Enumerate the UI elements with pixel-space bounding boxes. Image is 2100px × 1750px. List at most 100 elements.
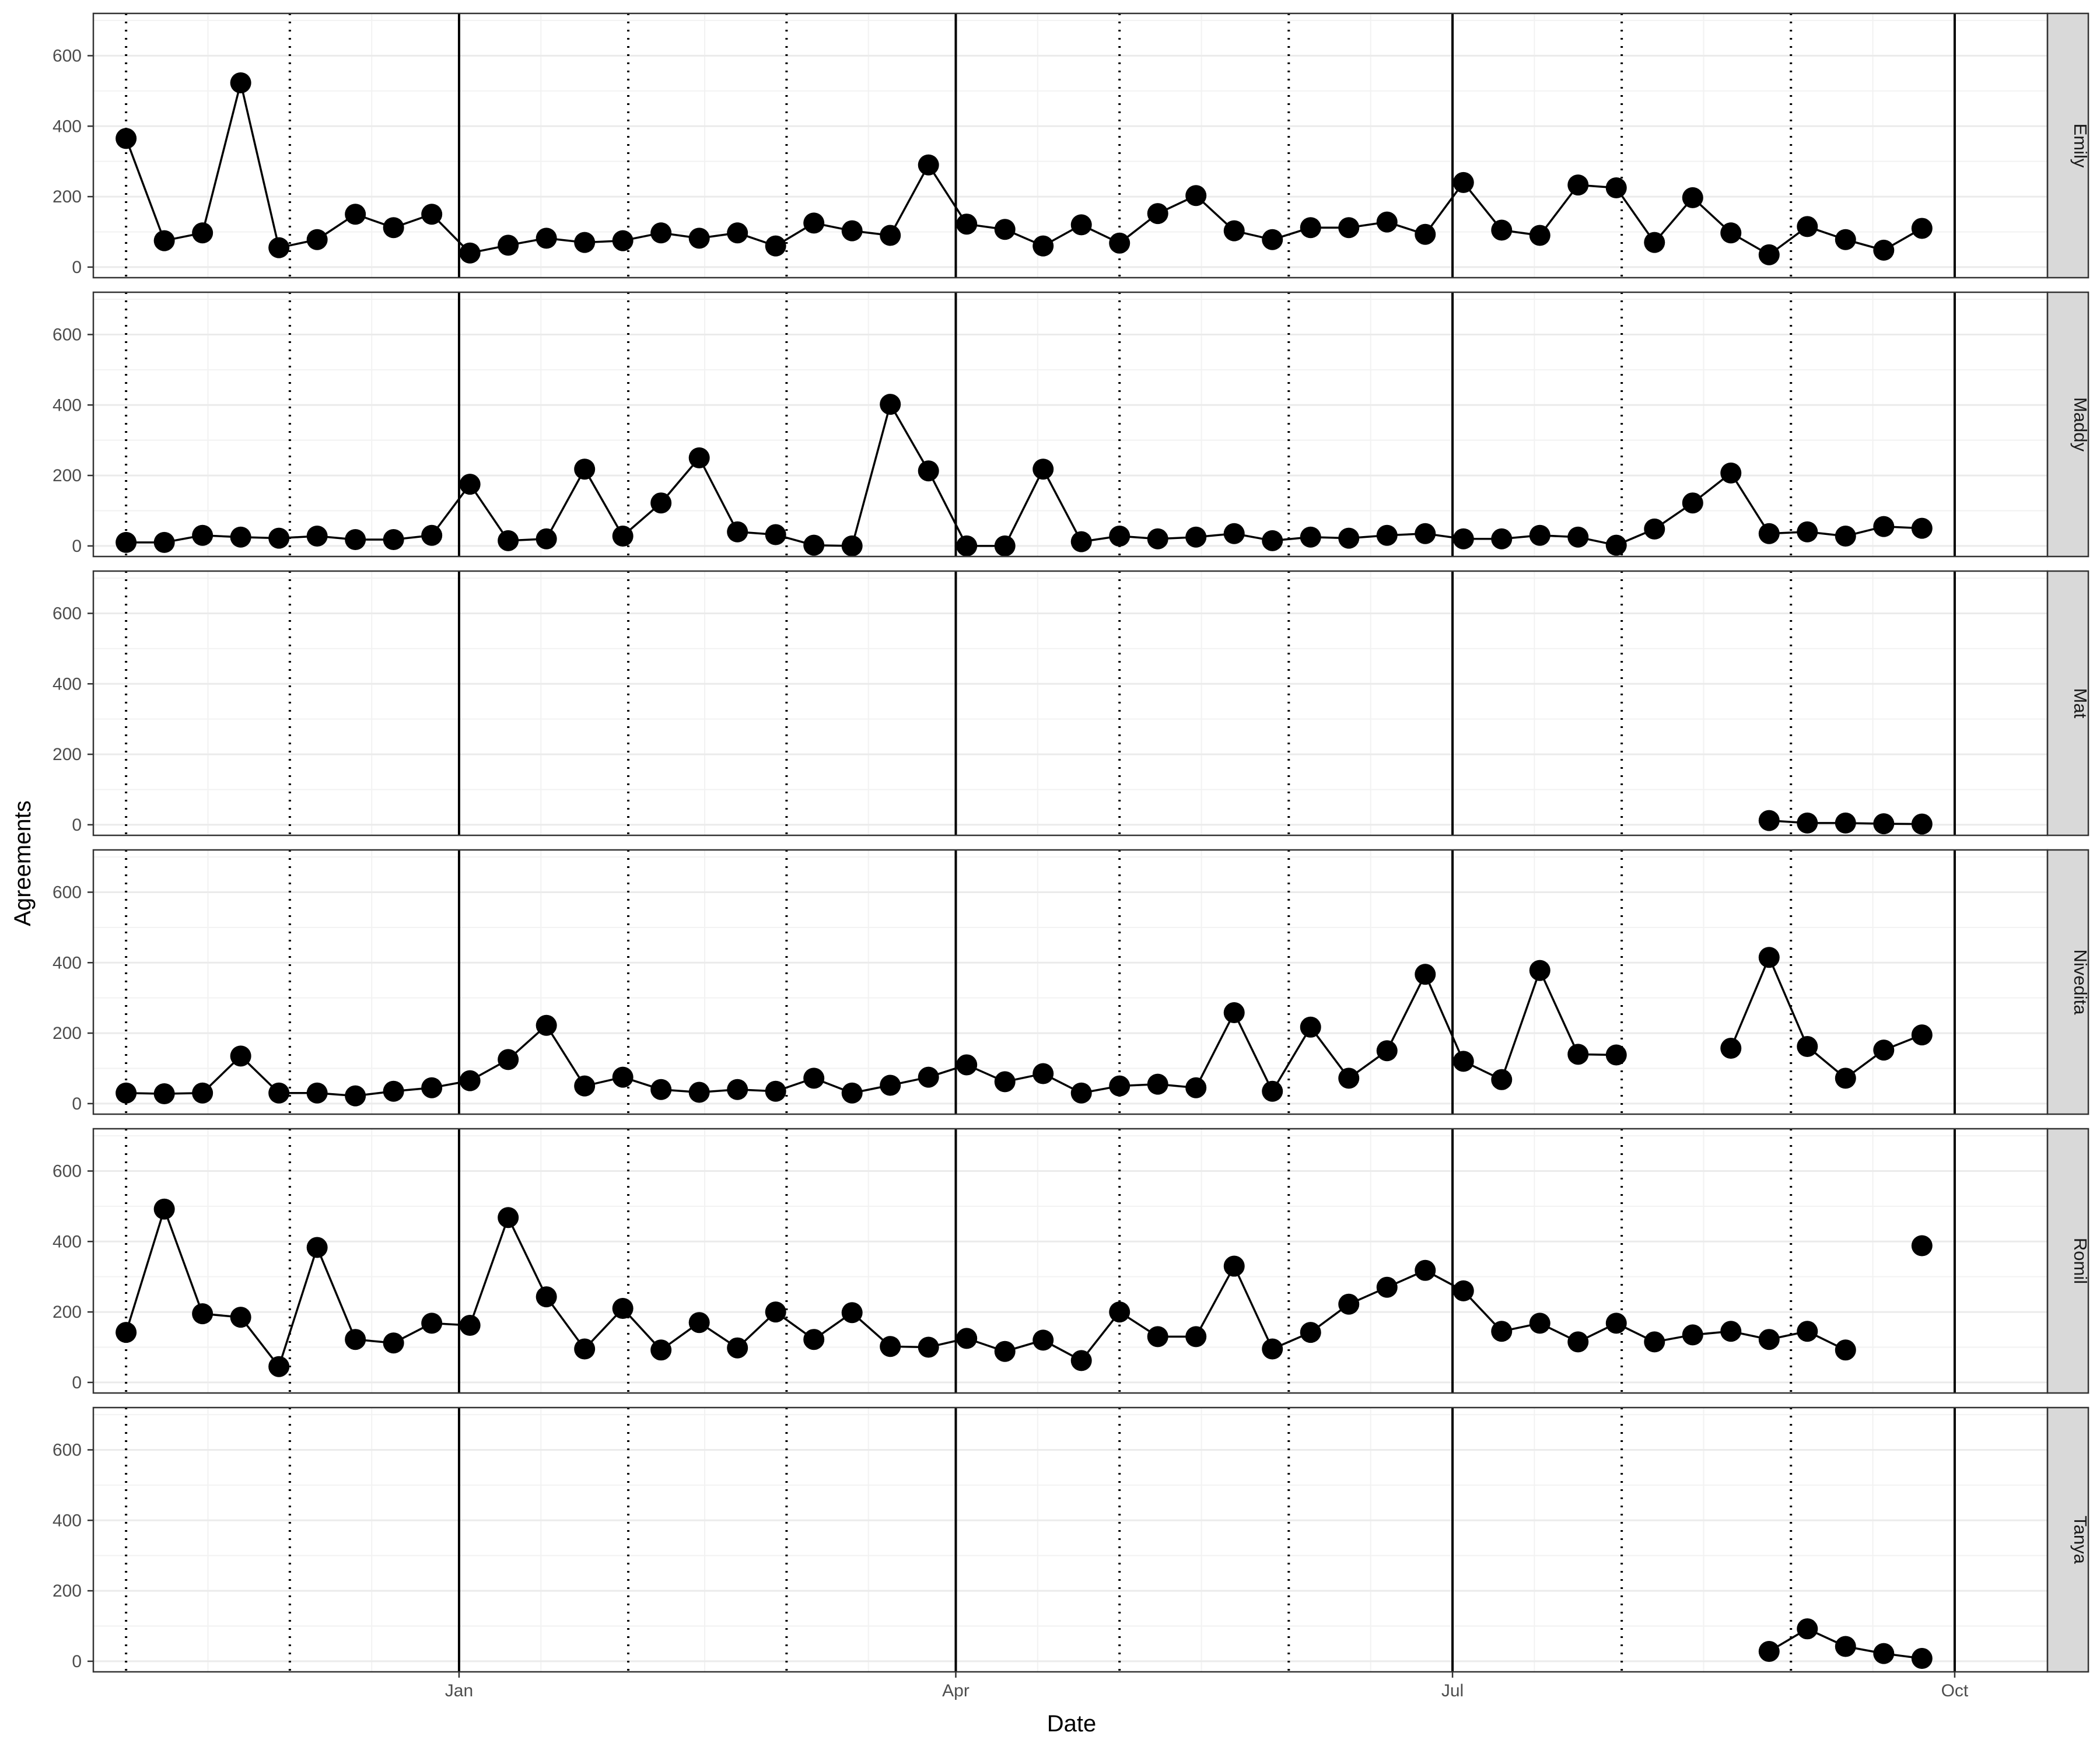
series-line-segment bbox=[1271, 1026, 1312, 1092]
data-point bbox=[1797, 521, 1818, 542]
series-line-segment bbox=[1424, 974, 1465, 1062]
y-tick-label: 400 bbox=[52, 1232, 82, 1251]
facet-strip-label: Emily bbox=[2070, 124, 2091, 168]
data-point bbox=[880, 225, 901, 246]
x-axis-title: Date bbox=[1047, 1711, 1097, 1737]
data-point bbox=[1797, 1618, 1818, 1640]
data-point bbox=[1262, 1338, 1283, 1360]
data-point bbox=[1109, 525, 1130, 547]
data-point bbox=[880, 394, 901, 415]
data-point bbox=[688, 228, 710, 249]
y-tick-label: 400 bbox=[52, 396, 82, 415]
data-point bbox=[1147, 1073, 1168, 1095]
data-point bbox=[1415, 223, 1436, 245]
facet-strip bbox=[2046, 291, 2090, 558]
data-point bbox=[612, 1298, 634, 1320]
data-point bbox=[1300, 217, 1321, 239]
data-point bbox=[1873, 239, 1895, 261]
series-line-segment bbox=[928, 164, 968, 225]
data-point bbox=[918, 154, 939, 176]
data-point bbox=[612, 525, 634, 547]
data-point bbox=[1452, 1051, 1474, 1072]
series-line-segment bbox=[583, 468, 624, 537]
data-point bbox=[192, 1082, 214, 1104]
facet-panel: 0 200 400 600 Nivedita bbox=[52, 849, 2091, 1115]
data-point bbox=[1147, 1326, 1168, 1348]
series-line-segment bbox=[928, 470, 968, 547]
data-point bbox=[421, 1077, 443, 1098]
data-point bbox=[1376, 524, 1398, 546]
data-point bbox=[1300, 1322, 1321, 1343]
series-line-segment bbox=[1310, 1026, 1350, 1079]
data-point bbox=[765, 1301, 786, 1323]
data-point bbox=[1415, 523, 1436, 544]
facet-strip bbox=[2046, 1406, 2090, 1673]
data-point bbox=[459, 242, 481, 264]
series-line-segment bbox=[125, 138, 166, 242]
data-point bbox=[1529, 225, 1550, 246]
data-point bbox=[383, 529, 404, 551]
data-point bbox=[1491, 1069, 1513, 1090]
data-point bbox=[116, 128, 137, 149]
series-line-segment bbox=[125, 1209, 166, 1333]
data-point bbox=[1720, 1038, 1742, 1059]
data-point bbox=[1567, 1331, 1589, 1353]
data-point bbox=[1452, 172, 1474, 193]
data-point bbox=[1070, 1082, 1092, 1104]
series-line-segment bbox=[1004, 468, 1044, 547]
series-line-segment bbox=[1042, 468, 1083, 542]
data-point bbox=[306, 1082, 328, 1104]
data-point bbox=[1797, 1321, 1818, 1342]
y-tick-label: 0 bbox=[72, 1652, 82, 1671]
data-point bbox=[1223, 1255, 1245, 1277]
data-point bbox=[956, 214, 978, 235]
data-point bbox=[1720, 1321, 1742, 1342]
series-line-segment bbox=[698, 457, 738, 533]
data-point bbox=[192, 1303, 214, 1325]
panel-background bbox=[93, 13, 2048, 278]
series-line-segment bbox=[545, 468, 586, 540]
data-point bbox=[1835, 525, 1856, 547]
facet-strip bbox=[2046, 1128, 2090, 1394]
data-point bbox=[1758, 810, 1780, 831]
data-point bbox=[383, 217, 404, 239]
data-point bbox=[841, 1302, 863, 1324]
data-point bbox=[230, 1307, 251, 1328]
data-point bbox=[765, 524, 786, 545]
series-line-segment bbox=[1386, 974, 1426, 1052]
data-point bbox=[612, 1066, 634, 1088]
data-point bbox=[765, 1080, 786, 1102]
data-point bbox=[345, 529, 366, 551]
series-line-segment bbox=[507, 1217, 548, 1297]
facet-strip bbox=[2046, 849, 2090, 1115]
data-point bbox=[1797, 1036, 1818, 1058]
data-point bbox=[1032, 459, 1054, 480]
data-point bbox=[1835, 1339, 1856, 1361]
data-point bbox=[1223, 1002, 1245, 1024]
data-point bbox=[841, 535, 863, 556]
data-point bbox=[574, 459, 596, 480]
data-point bbox=[918, 1336, 939, 1358]
data-point bbox=[1797, 216, 1818, 237]
data-point bbox=[1873, 1643, 1895, 1664]
y-axis-title: Agreements bbox=[10, 800, 36, 926]
series-line-segment bbox=[889, 404, 930, 472]
data-point bbox=[956, 535, 978, 556]
data-point bbox=[536, 528, 557, 550]
data-point bbox=[994, 1340, 1016, 1362]
data-point bbox=[1262, 530, 1283, 551]
data-point bbox=[153, 1083, 175, 1104]
facet-strip-label: Romil bbox=[2070, 1238, 2091, 1284]
data-point bbox=[1720, 462, 1742, 484]
data-point bbox=[1338, 527, 1360, 549]
data-point bbox=[1109, 1301, 1130, 1323]
data-point bbox=[153, 230, 175, 251]
data-point bbox=[1491, 219, 1513, 241]
data-point bbox=[1109, 1075, 1130, 1097]
data-point bbox=[536, 1014, 557, 1036]
panel-background bbox=[93, 1408, 2048, 1672]
data-point bbox=[1911, 1024, 1933, 1046]
data-point bbox=[765, 235, 786, 257]
data-point bbox=[880, 1074, 901, 1096]
y-tick-label: 600 bbox=[52, 1440, 82, 1460]
